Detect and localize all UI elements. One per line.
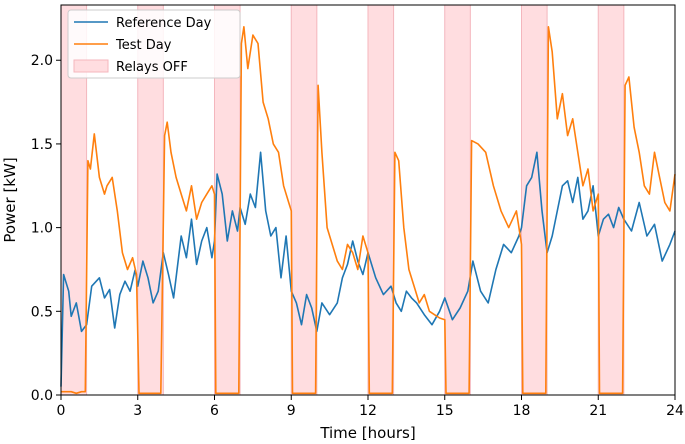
series-lines: [60, 25, 676, 395]
legend-swatch-relays-off: [73, 59, 109, 73]
legend-box: [67, 9, 241, 79]
y-tick-label-0: 0.0: [31, 388, 53, 404]
relays-off-band-5: [444, 4, 471, 396]
x-tick-label-9: 9: [287, 403, 296, 419]
x-tick-label-18: 18: [513, 403, 531, 419]
relays-off-band-7: [597, 4, 625, 396]
legend-label-reference-day: Reference Day: [116, 16, 212, 31]
relays-off-band-4: [367, 4, 395, 396]
x-tick-label-24: 24: [666, 403, 684, 419]
legend-label-relays-off: Relays OFF: [116, 60, 188, 75]
x-tick-label-6: 6: [210, 403, 219, 419]
x-tick-label-12: 12: [359, 403, 377, 419]
y-tick-label-3: 1.5: [31, 137, 53, 153]
y-tick-label-4: 2.0: [31, 53, 53, 69]
y-axis-ticks: 0.0 0.5 1.0 1.5 2.0: [31, 53, 61, 404]
y-axis-label: Power [kW]: [1, 157, 19, 242]
y-tick-label-1: 0.5: [31, 304, 53, 320]
x-tick-label-21: 21: [589, 403, 607, 419]
relays-off-band-3: [290, 4, 318, 396]
test-day-line: [61, 25, 676, 395]
x-tick-label-3: 3: [133, 403, 142, 419]
legend-label-test-day: Test Day: [115, 38, 172, 53]
x-tick-label-0: 0: [57, 403, 66, 419]
y-tick-label-2: 1.0: [31, 221, 53, 237]
reference-day-line: [60, 151, 676, 387]
x-axis-label: Time [hours]: [319, 424, 415, 442]
legend: Reference Day Test Day Relays OFF: [67, 9, 241, 79]
x-axis-ticks: 0 3 6 9 12 15 18 21 24: [57, 395, 684, 419]
x-tick-label-15: 15: [436, 403, 454, 419]
